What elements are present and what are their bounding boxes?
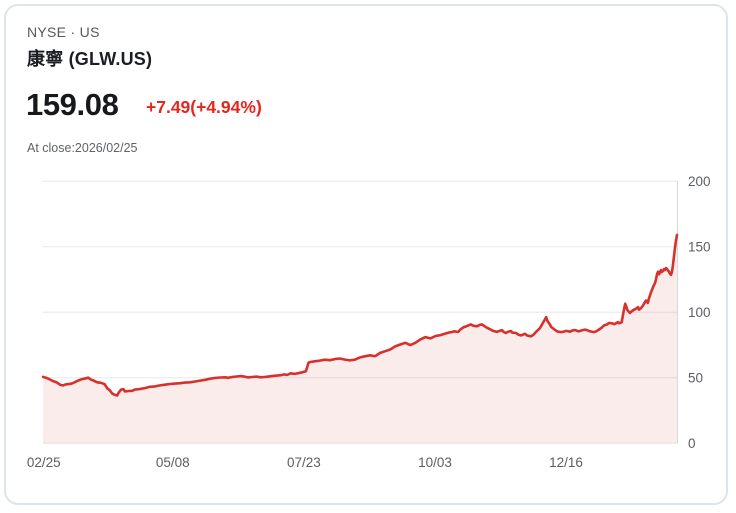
- y-axis-tick-label: 50: [688, 370, 703, 385]
- y-axis-tick-label: 200: [688, 174, 711, 189]
- x-axis-tick-label: 02/25: [27, 455, 61, 470]
- y-axis-tick-label: 0: [688, 436, 696, 451]
- stock-name: 康寧 (GLW.US): [27, 49, 153, 69]
- stock-card: [4, 4, 728, 505]
- x-axis-tick-label: 07/23: [287, 455, 321, 470]
- y-axis-tick-label: 100: [688, 305, 711, 320]
- x-axis-tick-label: 05/08: [156, 455, 190, 470]
- price-change: +7.49(+4.94%): [146, 97, 262, 117]
- as-of-timestamp: At close:2026/02/25: [27, 141, 138, 155]
- y-axis-tick-label: 150: [688, 239, 711, 254]
- exchange-label: NYSE · US: [27, 24, 100, 40]
- x-axis-tick-label: 10/03: [418, 455, 452, 470]
- last-price: 159.08: [26, 87, 119, 122]
- price-area-fill: [43, 234, 677, 444]
- x-axis-tick-label: 12/16: [549, 455, 583, 470]
- price-line: [41, 233, 679, 397]
